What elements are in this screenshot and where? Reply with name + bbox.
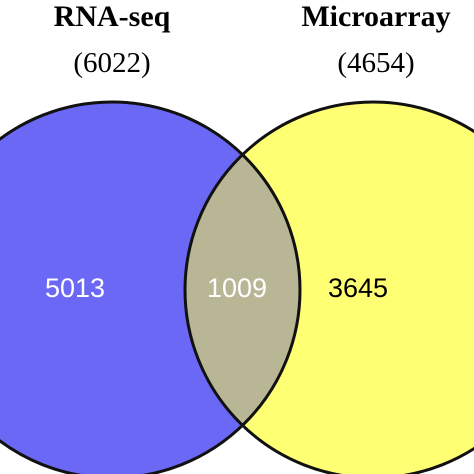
microarray-total: (4654) [337, 47, 414, 79]
microarray-title: Microarray [301, 0, 450, 33]
rna-seq-only-count: 5013 [45, 273, 105, 303]
microarray-outline [183, 100, 474, 474]
overlap-count: 1009 [207, 273, 267, 303]
microarray-only-count: 3645 [328, 273, 388, 303]
rna-seq-title: RNA-seq [54, 0, 171, 33]
rna-seq-total: (6022) [73, 47, 150, 79]
rna-seq-outline [0, 100, 302, 474]
